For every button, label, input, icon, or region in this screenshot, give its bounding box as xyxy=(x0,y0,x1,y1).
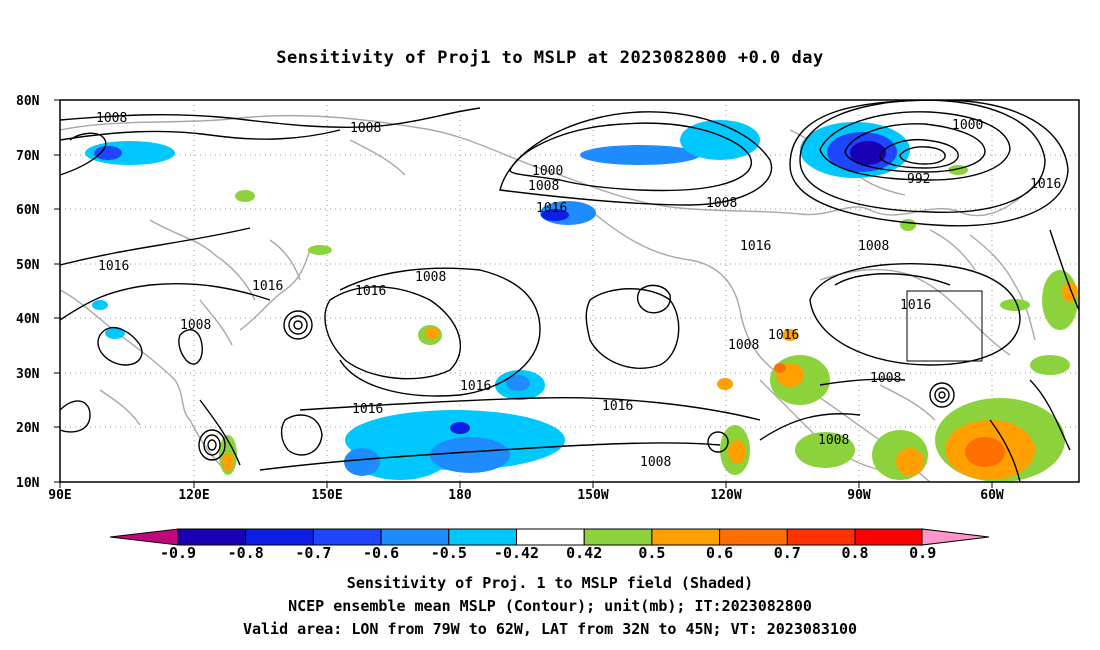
contour-label: 1016 xyxy=(252,279,283,294)
colorbar-box xyxy=(651,528,721,546)
colorbar-label: 0.5 xyxy=(638,544,665,562)
colorbar-label: -0.5 xyxy=(431,544,467,562)
lon-label: 180 xyxy=(448,488,472,503)
colorbar-box xyxy=(854,528,924,546)
lon-label: 150W xyxy=(577,488,608,503)
lat-label: 20N xyxy=(16,421,40,436)
caption-valid-area: Valid area: LON from 79W to 62W, LAT fro… xyxy=(242,620,858,638)
colorbar-label: 0.42 xyxy=(566,544,602,562)
contour-label: 1008 xyxy=(870,371,901,386)
lon-label: 150E xyxy=(311,488,342,503)
lat-label: 80N xyxy=(16,94,40,109)
contour-label: 1008 xyxy=(350,121,381,136)
contour-label: 992 xyxy=(907,172,930,187)
lon-label: 90W xyxy=(847,488,871,503)
map-frame xyxy=(59,99,1080,483)
colorbar-box xyxy=(786,528,856,546)
contour-label: 1016 xyxy=(536,201,567,216)
colorbar-label: -0.9 xyxy=(160,544,196,562)
chart-title: Sensitivity of Proj1 to MSLP at 20230828… xyxy=(276,48,824,68)
lon-label: 120W xyxy=(710,488,741,503)
valid-area-box xyxy=(906,290,983,362)
contour-label: 1016 xyxy=(355,284,386,299)
colorbar-label: -0.42 xyxy=(494,544,539,562)
contour-label: 1000 xyxy=(952,118,983,133)
colorbar-box xyxy=(583,528,653,546)
negative-sensitivity-shading xyxy=(85,120,910,480)
colorbar-label: 0.8 xyxy=(841,544,868,562)
contour-label: 1008 xyxy=(640,455,671,470)
pressure-contours xyxy=(60,100,1079,482)
grid-lines xyxy=(60,100,1079,482)
colorbar-triangle-right xyxy=(921,528,990,546)
contour-label: 1016 xyxy=(460,379,491,394)
longitude-labels: 90E 120E 150E 180 150W 120W 90W 60W xyxy=(48,488,1004,503)
colorbar-label: 0.9 xyxy=(909,544,936,562)
contour-labels: 1008 1008 1000 1008 1016 1008 1000 992 1… xyxy=(96,111,1061,470)
colorbar-box xyxy=(448,528,517,546)
contour-label: 1016 xyxy=(740,239,771,254)
lon-label: 60W xyxy=(980,488,1004,503)
lon-label: 90E xyxy=(48,488,71,503)
colorbar-labels: -0.9 -0.8 -0.7 -0.6 -0.5 -0.42 0.42 0.5 0.6 0.7 0.… xyxy=(160,544,936,562)
contour-label: 1008 xyxy=(728,338,759,353)
contour-label: 1016 xyxy=(900,298,931,313)
contour-label: 1016 xyxy=(98,259,129,274)
lat-label: 50N xyxy=(16,258,40,273)
contour-label: 1016 xyxy=(602,399,633,414)
lat-label: 10N xyxy=(16,476,40,491)
contour-label: 1008 xyxy=(818,433,849,448)
lat-label: 60N xyxy=(16,203,40,218)
contour-label: 1016 xyxy=(352,402,383,417)
colorbar-box xyxy=(380,528,450,546)
lon-label: 120E xyxy=(178,488,209,503)
colorbar-label: -0.6 xyxy=(363,544,399,562)
lat-label: 30N xyxy=(16,367,40,382)
colorbar-label: -0.8 xyxy=(228,544,264,562)
contour-label: 1016 xyxy=(1030,177,1061,192)
colorbar-label: 0.7 xyxy=(774,544,801,562)
caption-shaded: Sensitivity of Proj. 1 to MSLP field (Sh… xyxy=(346,574,754,592)
contour-label: 1008 xyxy=(415,270,446,285)
contour-label: 1008 xyxy=(96,111,127,126)
colorbar-label: 0.6 xyxy=(706,544,733,562)
latitude-labels: 80N 70N 60N 50N 40N 30N 20N 10N xyxy=(16,94,40,491)
lat-label: 70N xyxy=(16,149,40,164)
contour-label: 1016 xyxy=(768,328,799,343)
lat-label: 40N xyxy=(16,312,40,327)
colorbar-box xyxy=(177,528,247,546)
colorbar-box xyxy=(719,528,788,546)
colorbar-box xyxy=(312,528,382,546)
axis-ticks xyxy=(54,99,993,488)
colorbar-label: -0.7 xyxy=(295,544,331,562)
contour-label: 1000 xyxy=(532,164,563,179)
contour-label: 1008 xyxy=(706,196,737,211)
colorbar-boxes xyxy=(177,528,924,546)
colorbar: -0.9 -0.8 -0.7 -0.6 -0.5 -0.42 0.42 0.5 0.6 0.7 0.… xyxy=(109,528,990,562)
colorbar-box xyxy=(516,528,585,546)
contour-label: 1008 xyxy=(180,318,211,333)
colorbar-box xyxy=(245,528,314,546)
colorbar-triangle-left xyxy=(109,528,179,546)
contour-label: 1008 xyxy=(528,179,559,194)
caption-contour: NCEP ensemble mean MSLP (Contour); unit(… xyxy=(288,597,812,615)
contour-label: 1008 xyxy=(858,239,889,254)
